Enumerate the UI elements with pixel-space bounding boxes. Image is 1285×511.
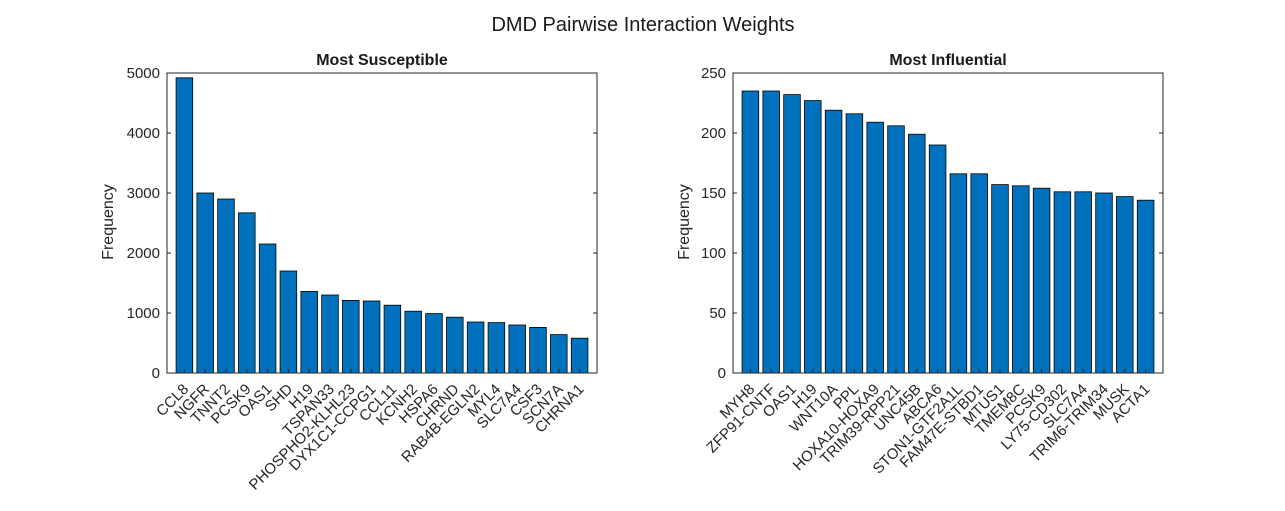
bar-series-influential xyxy=(741,90,1155,374)
panel-title-susceptible: Most Susceptible xyxy=(316,52,448,69)
bar-influential-15 xyxy=(1053,191,1072,374)
bar-susceptible-13 xyxy=(446,316,464,374)
y-tick-label-influential-1: 50 xyxy=(709,305,726,322)
y-ticks-susceptible: 0 1000 2000 3000 4000 5000 xyxy=(127,65,597,382)
bar-influential-16 xyxy=(1074,191,1092,374)
bar-influential-14 xyxy=(1032,187,1051,374)
bar-susceptible-16 xyxy=(508,324,526,374)
y-tick-label-influential-2: 100 xyxy=(701,245,726,262)
x-categories-susceptible: CCL8NGFRTNNT2PCSK9OAS1SHDH19TSPAN33PHOSP… xyxy=(153,369,587,494)
y-tick-label-susceptible-0: 0 xyxy=(152,365,160,382)
bar-susceptible-1 xyxy=(196,192,214,374)
bar-influential-12 xyxy=(991,184,1009,374)
bar-influential-3 xyxy=(804,100,822,374)
y-tick-label-influential-4: 200 xyxy=(701,125,726,142)
bar-influential-9 xyxy=(928,144,947,374)
x-categories-influential: MYH8ZFP91-CNTFOAS1H19WNT10APPLHOXA10-HOX… xyxy=(703,369,1153,478)
bar-influential-8 xyxy=(908,133,926,374)
bar-series-susceptible xyxy=(175,77,589,374)
bar-susceptible-19 xyxy=(570,337,589,374)
y-tick-label-influential-5: 250 xyxy=(701,65,726,82)
bar-influential-11 xyxy=(970,173,988,374)
y-tick-label-influential-3: 150 xyxy=(701,185,726,202)
bar-susceptible-11 xyxy=(404,310,422,374)
bar-susceptible-5 xyxy=(279,270,298,374)
y-axis-label-susceptible: Frequency xyxy=(100,184,117,260)
bar-influential-10 xyxy=(949,173,968,374)
chart-panel-susceptible: Most Susceptible Frequency 0 1000 2000 3000… xyxy=(100,52,598,494)
bar-influential-0 xyxy=(741,90,760,374)
bar-influential-4 xyxy=(824,109,843,374)
bar-susceptible-2 xyxy=(217,198,235,374)
bar-susceptible-14 xyxy=(466,321,485,374)
figure-title: DMD Pairwise Interaction Weights xyxy=(491,14,794,36)
y-axis-label-influential: Frequency xyxy=(676,184,693,260)
bar-influential-1 xyxy=(762,90,780,374)
bar-susceptible-7 xyxy=(321,294,339,374)
panel-title-influential: Most Influential xyxy=(889,52,1006,69)
bar-susceptible-18 xyxy=(550,334,568,374)
bar-susceptible-17 xyxy=(529,326,547,374)
y-tick-label-influential-0: 0 xyxy=(718,365,726,382)
bar-influential-19 xyxy=(1136,199,1155,374)
bar-influential-17 xyxy=(1095,192,1113,374)
y-tick-label-susceptible-5: 5000 xyxy=(127,65,160,82)
bar-influential-2 xyxy=(783,94,801,374)
bar-susceptible-0 xyxy=(175,77,194,374)
bar-susceptible-3 xyxy=(238,212,256,374)
y-tick-label-susceptible-4: 4000 xyxy=(127,125,160,142)
y-tick-label-susceptible-2: 2000 xyxy=(127,245,160,262)
bar-influential-13 xyxy=(1012,185,1030,374)
bar-susceptible-4 xyxy=(258,243,277,374)
y-tick-label-susceptible-1: 1000 xyxy=(127,305,160,322)
axes-box-susceptible xyxy=(166,72,598,374)
bar-influential-5 xyxy=(845,113,864,374)
bar-influential-18 xyxy=(1116,196,1134,374)
bar-influential-6 xyxy=(866,121,884,374)
y-tick-label-susceptible-3: 3000 xyxy=(127,185,160,202)
bar-susceptible-12 xyxy=(425,313,443,374)
bar-susceptible-10 xyxy=(383,304,402,374)
bar-susceptible-6 xyxy=(300,290,318,374)
bar-susceptible-8 xyxy=(342,299,360,374)
bar-susceptible-9 xyxy=(362,300,381,374)
chart-panel-influential: Most Influential Frequency 0 50 100 150 200 2… xyxy=(676,52,1164,478)
axes-box-influential xyxy=(732,72,1164,374)
bar-influential-7 xyxy=(887,125,905,374)
bar-susceptible-15 xyxy=(487,322,506,374)
